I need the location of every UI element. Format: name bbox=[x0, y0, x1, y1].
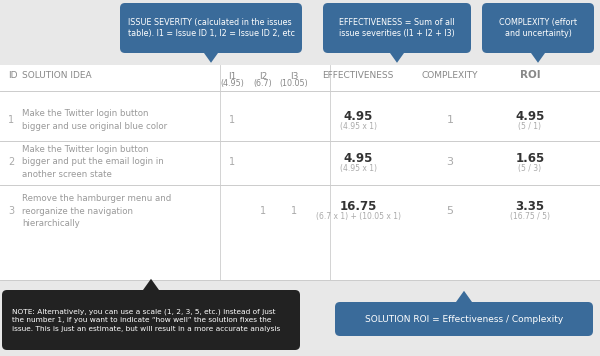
Text: I1: I1 bbox=[228, 72, 236, 81]
Text: 5: 5 bbox=[446, 206, 454, 216]
Text: 3.35: 3.35 bbox=[515, 200, 545, 214]
Text: (6.7): (6.7) bbox=[254, 79, 272, 88]
Polygon shape bbox=[531, 53, 545, 63]
Polygon shape bbox=[143, 279, 159, 290]
Polygon shape bbox=[456, 291, 472, 302]
FancyBboxPatch shape bbox=[120, 3, 302, 53]
Text: (4.95): (4.95) bbox=[220, 79, 244, 88]
FancyBboxPatch shape bbox=[2, 290, 300, 350]
Text: 1: 1 bbox=[229, 115, 235, 125]
Polygon shape bbox=[204, 53, 218, 63]
Text: SOLUTION IDEA: SOLUTION IDEA bbox=[22, 70, 92, 79]
Text: I3: I3 bbox=[290, 72, 298, 81]
Text: ROI: ROI bbox=[520, 70, 541, 80]
Text: COMPLEXITY (effort
and uncertainty): COMPLEXITY (effort and uncertainty) bbox=[499, 17, 577, 38]
Polygon shape bbox=[390, 53, 404, 63]
Text: Make the Twitter login button
bigger and put the email login in
another screen s: Make the Twitter login button bigger and… bbox=[22, 145, 164, 179]
Text: Remove the hamburger menu and
reorganize the navigation
hierarchically: Remove the hamburger menu and reorganize… bbox=[22, 194, 171, 228]
Text: (4.95 x 1): (4.95 x 1) bbox=[340, 121, 377, 131]
Text: COMPLEXITY: COMPLEXITY bbox=[422, 70, 478, 79]
Text: I2: I2 bbox=[259, 72, 267, 81]
Text: 1: 1 bbox=[229, 157, 235, 167]
FancyBboxPatch shape bbox=[482, 3, 594, 53]
Text: (5 / 1): (5 / 1) bbox=[518, 121, 542, 131]
Text: 16.75: 16.75 bbox=[340, 200, 377, 214]
Text: 1: 1 bbox=[8, 115, 14, 125]
FancyBboxPatch shape bbox=[323, 3, 471, 53]
FancyBboxPatch shape bbox=[0, 65, 600, 280]
Text: 4.95: 4.95 bbox=[343, 110, 373, 122]
Text: ISSUE SEVERITY (calculated in the issues
table). I1 = Issue ID 1, I2 = Issue ID : ISSUE SEVERITY (calculated in the issues… bbox=[128, 17, 295, 38]
Text: NOTE: Alternatively, you can use a scale (1, 2, 3, 5, etc.) instead of just
the : NOTE: Alternatively, you can use a scale… bbox=[12, 308, 280, 332]
Text: 1: 1 bbox=[446, 115, 454, 125]
Text: (6.7 x 1) + (10.05 x 1): (6.7 x 1) + (10.05 x 1) bbox=[316, 213, 401, 221]
Text: 1: 1 bbox=[260, 206, 266, 216]
Text: 3: 3 bbox=[8, 206, 14, 216]
Text: EFFECTIVENESS = Sum of all
issue severities (I1 + I2 + I3): EFFECTIVENESS = Sum of all issue severit… bbox=[339, 17, 455, 38]
Text: (4.95 x 1): (4.95 x 1) bbox=[340, 163, 377, 173]
Text: Make the Twitter login button
bigger and use original blue color: Make the Twitter login button bigger and… bbox=[22, 109, 167, 131]
Text: 1.65: 1.65 bbox=[515, 152, 545, 164]
Text: 3: 3 bbox=[446, 157, 454, 167]
Text: (5 / 3): (5 / 3) bbox=[518, 163, 542, 173]
Text: (10.05): (10.05) bbox=[280, 79, 308, 88]
Text: ID: ID bbox=[8, 70, 17, 79]
Text: SOLUTION ROI = Effectiveness / Complexity: SOLUTION ROI = Effectiveness / Complexit… bbox=[365, 314, 563, 324]
Text: 2: 2 bbox=[8, 157, 14, 167]
FancyBboxPatch shape bbox=[335, 302, 593, 336]
Text: 4.95: 4.95 bbox=[343, 152, 373, 164]
Text: EFFECTIVENESS: EFFECTIVENESS bbox=[322, 70, 394, 79]
Text: 4.95: 4.95 bbox=[515, 110, 545, 122]
Text: 1: 1 bbox=[291, 206, 297, 216]
Text: (16.75 / 5): (16.75 / 5) bbox=[510, 213, 550, 221]
